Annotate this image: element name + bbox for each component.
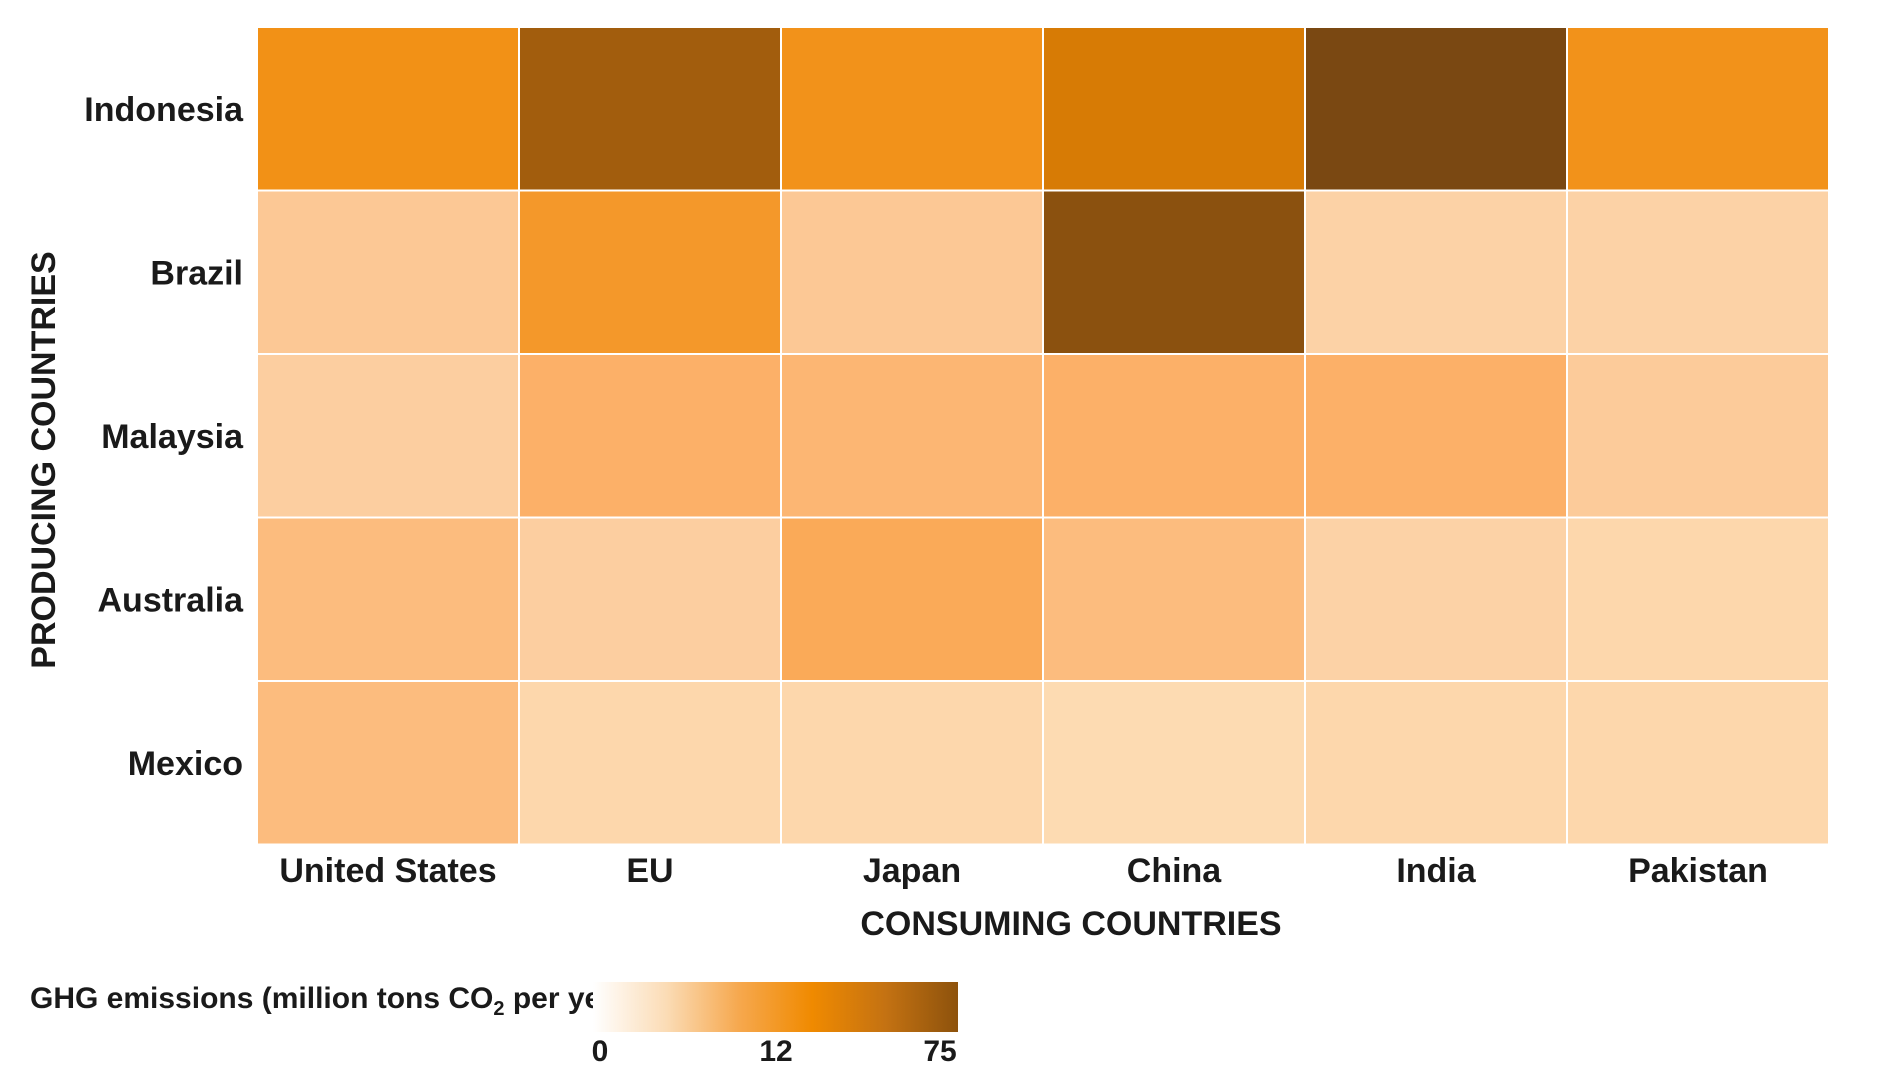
heatmap-cell (518, 189, 782, 355)
heatmap-cell (256, 189, 520, 355)
heatmap-cell (1304, 26, 1568, 192)
y-tick-label: Malaysia (101, 418, 244, 456)
heatmap-cell (518, 353, 782, 519)
heatmap-cell (256, 680, 520, 846)
heatmap-cell (1304, 680, 1568, 846)
heatmap-cell (1304, 189, 1568, 355)
heatmap-cell (780, 353, 1044, 519)
heatmap-cell (1566, 26, 1830, 192)
colorbar-tick-12: 12 (759, 1035, 793, 1068)
heatmap-cell (1042, 516, 1306, 682)
x-tick-label: EU (626, 852, 673, 890)
x-axis-title: CONSUMING COUNTRIES (860, 905, 1281, 943)
heatmap-cell (1042, 189, 1306, 355)
y-tick-label: Indonesia (84, 91, 244, 129)
heatmap-cell (1042, 26, 1306, 192)
heatmap-cell (1304, 516, 1568, 682)
colorbar-tick-75: 75 (923, 1035, 957, 1068)
x-tick-label: Japan (863, 852, 961, 890)
heatmap-cell (518, 680, 782, 846)
heatmap-cell (256, 26, 520, 192)
y-tick-label: Mexico (128, 745, 243, 783)
heatmap-cell (1566, 353, 1830, 519)
heatmap-cell (1566, 516, 1830, 682)
y-tick-labels: Indonesia Brazil Malaysia Australia Mexico (84, 91, 244, 783)
heatmap-cell (780, 26, 1044, 192)
heatmap-cell (1304, 353, 1568, 519)
x-tick-labels: United States EU Japan China India Pakistan (279, 852, 1768, 890)
colorbar-tick-0: 0 (591, 1035, 609, 1068)
heatmap-cell (518, 26, 782, 192)
heatmap-cell (780, 189, 1044, 355)
heatmap-cell (1566, 189, 1830, 355)
x-tick-label: Pakistan (1628, 852, 1768, 890)
heatmap-cell (1042, 353, 1306, 519)
heatmap-cell (780, 680, 1044, 846)
heatmap-cell (1042, 680, 1306, 846)
colorbar-title: GHG emissions (million tons CO2 per year… (30, 982, 640, 1020)
y-tick-label: Australia (98, 581, 245, 619)
x-tick-label: United States (279, 852, 496, 890)
heatmap-cell (1566, 680, 1830, 846)
colorbar (593, 982, 958, 1032)
heatmap-cell (780, 516, 1044, 682)
y-tick-label: Brazil (150, 254, 243, 292)
heatmap-cell (518, 516, 782, 682)
x-tick-label: China (1127, 852, 1223, 890)
heatmap-cell (256, 353, 520, 519)
heatmap-cell (256, 516, 520, 682)
heatmap-chart: Indonesia Brazil Malaysia Australia Mexico U… (25, 26, 1830, 943)
y-axis-title: PRODUCING COUNTRIES (25, 251, 63, 668)
x-tick-label: India (1396, 852, 1476, 890)
heatmap-cells (256, 26, 1830, 846)
